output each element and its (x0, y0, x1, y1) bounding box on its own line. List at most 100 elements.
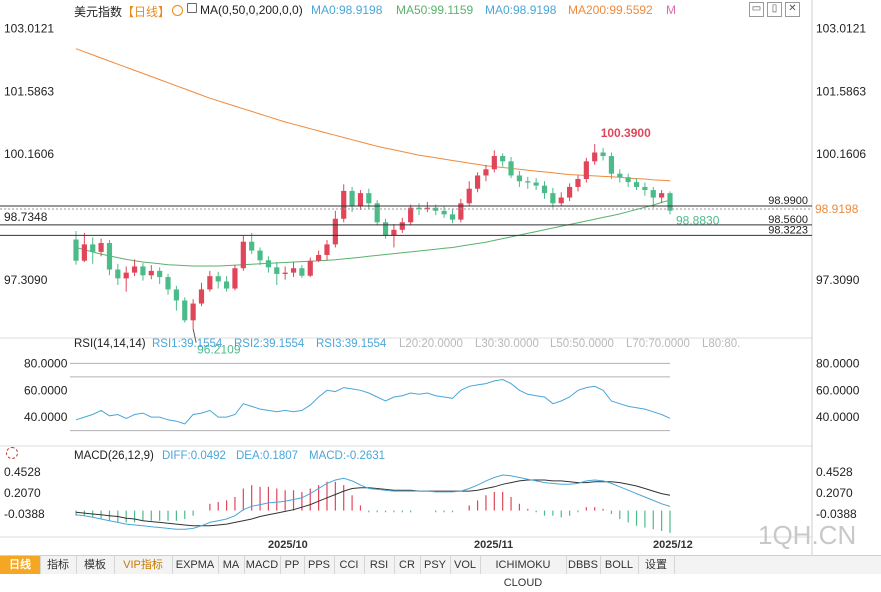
candle (424, 207, 430, 210)
toolbar-tab[interactable]: VOL (450, 556, 481, 574)
candle (299, 268, 305, 276)
toolbar-tab[interactable]: 日线 (0, 556, 41, 574)
candle (625, 177, 631, 183)
candle (140, 266, 146, 276)
high-annotation: 100.3900 (601, 126, 651, 140)
macd-tick-label: 0.4528 (4, 465, 41, 479)
toolbar-tab[interactable]: VIP指标 (114, 556, 173, 574)
toolbar-tab[interactable]: MACD (244, 556, 281, 574)
candle (115, 269, 121, 279)
candle (148, 270, 154, 276)
candle (223, 281, 230, 289)
lock-icon[interactable] (187, 3, 197, 13)
x-tick-label: 2025/10 (268, 539, 308, 551)
header-suffix: M (666, 3, 676, 17)
toolbar-tab[interactable]: 指标 (40, 556, 77, 574)
macd-value: DIFF:0.0492 (162, 450, 226, 462)
toolbar-tab[interactable]: DBBS (566, 556, 601, 574)
ma-params: MA(0,50,0,200,0,0) (200, 3, 303, 17)
level-label: 98.9900 (768, 195, 808, 207)
level-label: 98.5600 (768, 214, 808, 226)
candle (583, 161, 589, 179)
candle (98, 243, 104, 252)
toolbar-tab[interactable]: 设置 (638, 556, 675, 574)
candle (240, 241, 246, 269)
y-tick-label: 97.3090 (816, 273, 860, 287)
candle (533, 182, 539, 186)
dea-line (75, 479, 671, 527)
candle (441, 210, 447, 215)
low-annotation: 96.2109 (197, 343, 241, 357)
rsi-level: L50:50.0000 (550, 338, 614, 350)
diff-line (75, 474, 671, 530)
candle (341, 190, 347, 219)
candle (173, 289, 179, 301)
toolbar-tab[interactable]: PPS (304, 556, 335, 574)
settings-gear-icon[interactable] (172, 5, 183, 16)
candle (307, 260, 313, 276)
toolbar-tab[interactable]: 模板 (76, 556, 115, 574)
candle (592, 152, 598, 162)
candle (491, 156, 497, 170)
rsi-title: RSI(14,14,14) (74, 338, 146, 350)
toolbar-tab[interactable]: BOLL (600, 556, 639, 574)
candle (215, 276, 221, 282)
candle (249, 241, 255, 251)
candle (290, 268, 297, 273)
watermark: 1QH.CN (758, 520, 857, 550)
toolbar-tab[interactable]: MA (218, 556, 245, 574)
toolbar-tab[interactable]: PP (280, 556, 305, 574)
candle (600, 152, 606, 157)
macd-tick-label: -0.0388 (4, 507, 45, 521)
y-tick-label: 101.5863 (4, 84, 54, 98)
x-tick-label: 2025/11 (474, 539, 514, 551)
candle (550, 193, 556, 204)
candle (433, 207, 439, 211)
rsi-tick-label: 80.0000 (816, 356, 860, 370)
candle (558, 197, 564, 204)
y-tick-label: 103.0121 (816, 21, 866, 35)
restore-icon[interactable]: ▭ (749, 2, 764, 17)
candle (617, 173, 623, 178)
candle (508, 161, 514, 176)
rsi-level: L30:30.0000 (475, 338, 539, 350)
candle (449, 214, 456, 220)
settings-icon[interactable] (6, 447, 18, 459)
candle (525, 181, 531, 183)
candle (466, 188, 472, 204)
rsi-tick-label: 80.0000 (24, 356, 68, 370)
candle (659, 193, 665, 198)
rsi-level: L70:70.0000 (626, 338, 690, 350)
y-tick-label: 100.1606 (4, 147, 54, 161)
candle (131, 266, 138, 273)
minimize-icon[interactable]: ▯ (767, 2, 782, 17)
macd-value: DEA:0.1807 (236, 450, 299, 462)
current-price-label: 98.9198 (815, 202, 859, 216)
macd-value: MACD:-0.2631 (309, 450, 386, 462)
close-icon[interactable]: ✕ (785, 2, 800, 17)
toolbar-tab[interactable]: ICHIMOKU CLOUD (480, 556, 567, 589)
candle (106, 243, 113, 270)
candle (416, 207, 422, 210)
toolbar-tab[interactable]: CR (394, 556, 421, 574)
rsi-tick-label: 60.0000 (816, 383, 860, 397)
macd-header: MACD(26,12,9) DIFF:0.0492 DEA:0.1807 MAC… (74, 450, 814, 465)
candle (73, 239, 79, 261)
toolbar-tab[interactable]: PSY (420, 556, 451, 574)
candle (198, 289, 205, 304)
toolbar-tab[interactable]: RSI (364, 556, 395, 574)
candle (257, 250, 263, 261)
candle (650, 190, 656, 198)
candle (123, 272, 129, 279)
toolbar-tab[interactable]: EXPMA (172, 556, 219, 574)
candle (474, 175, 481, 189)
candle (165, 277, 171, 290)
toolbar-tab[interactable]: CCI (334, 556, 365, 574)
indicator-toolbar: 日线 指标 模板 VIP指标 EXPMA MA MACD PP PPS CCI RSI CR PSY VO… (0, 555, 881, 589)
period-label[interactable]: 【日线】 (122, 5, 171, 19)
macd-title: MACD(26,12,9) (74, 450, 154, 462)
candle (157, 270, 163, 278)
candle (374, 203, 380, 223)
macd-tick-label: 0.2070 (816, 486, 853, 500)
